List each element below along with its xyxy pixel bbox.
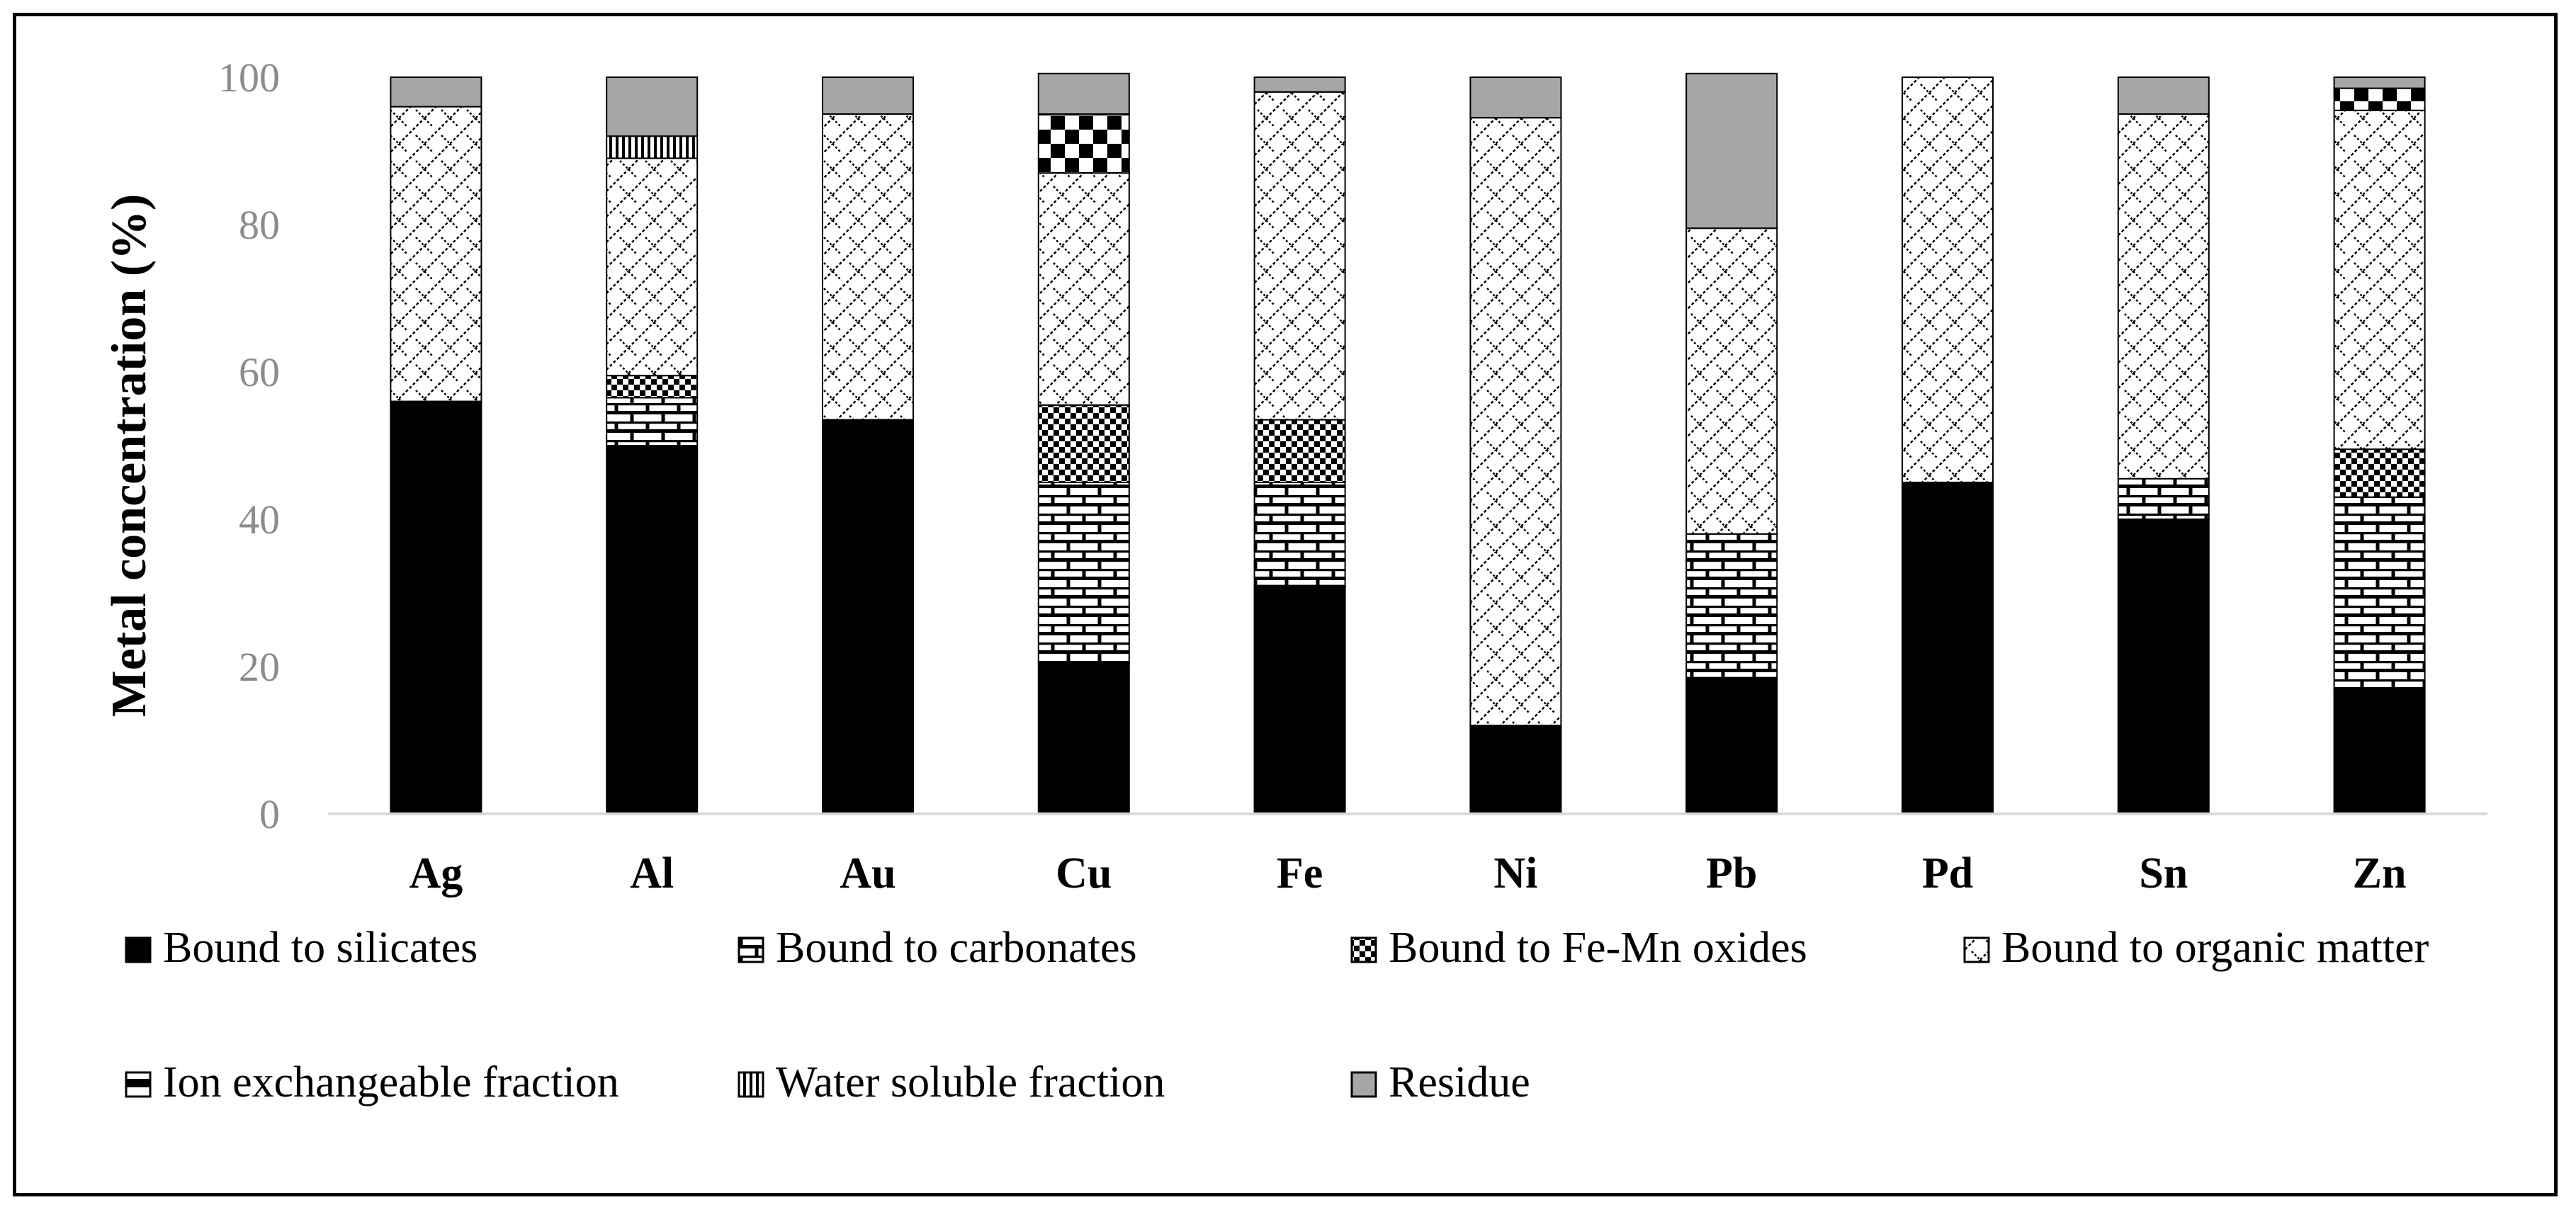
x-tick-label-pb: Pb: [1706, 849, 1757, 897]
bar-segment-cu-bound-to-silicates: [1037, 662, 1130, 815]
bar-segment-zn-bound-to-silicates: [2333, 688, 2426, 815]
bar-segment-pd-bound-to-organic-matter: [1901, 77, 1994, 483]
x-tick-label-al: Al: [630, 849, 674, 897]
y-axis-title: Metal concentration (%): [102, 194, 157, 718]
bar-segment-fe-bound-to-carbonates: [1253, 482, 1346, 587]
x-tick-label-ag: Ag: [409, 849, 463, 897]
legend-label-bound-to-carbonates: Bound to carbonates: [776, 924, 1137, 972]
bar-segment-pb-bound-to-carbonates: [1685, 533, 1778, 679]
bar-segment-pb-residue: [1685, 72, 1778, 230]
bar-segment-sn-bound-to-carbonates: [2117, 477, 2210, 520]
bar-segment-pb-bound-to-organic-matter: [1685, 227, 1778, 535]
legend-marker-bound-to-carbonates: [738, 936, 764, 963]
bar-segment-sn-bound-to-organic-matter: [2117, 113, 2210, 480]
y-axis: 0 20 40 60 80 100: [218, 55, 280, 837]
bar-segment-ni-bound-to-organic-matter: [1469, 117, 1562, 727]
x-tick-label-zn: Zn: [2353, 849, 2407, 897]
legend-marker-ion-exchangeable-fraction: [125, 1071, 152, 1098]
bar-segment-cu-bound-to-organic-matter: [1037, 172, 1130, 406]
stacked-bar-chart: 0 20 40 60 80 100 Ag Al Au Cu Fe Ni Pb Pd Sn Zn Metal …: [102, 55, 2487, 1106]
bar-segment-zn-residue: [2333, 77, 2426, 89]
legend-marker-bound-to-silicates: [125, 936, 152, 963]
bar-segment-cu-bound-to-fe-mn-oxides: [1037, 404, 1130, 483]
bar-segment-al-water-soluble-fraction: [606, 135, 699, 159]
y-tick-label-80: 80: [239, 202, 280, 248]
x-tick-label-sn: Sn: [2139, 849, 2188, 897]
bar-segment-ni-residue: [1469, 77, 1562, 119]
bar-segment-ag-bound-to-silicates: [390, 400, 482, 815]
x-tick-label-fe: Fe: [1277, 849, 1323, 897]
bar-segment-ag-residue: [390, 77, 482, 108]
x-tick-label-cu: Cu: [1056, 849, 1112, 897]
y-tick-label-100: 100: [218, 55, 280, 101]
bars: [390, 72, 2426, 815]
x-axis: Ag Al Au Cu Fe Ni Pb Pd Sn Zn: [328, 812, 2487, 897]
bar-segment-fe-bound-to-fe-mn-oxides: [1253, 419, 1346, 483]
legend-label-bound-to-silicates: Bound to silicates: [163, 924, 478, 972]
y-tick-label-60: 60: [239, 349, 280, 395]
bar-segment-zn-bound-to-carbonates: [2333, 496, 2426, 690]
bar-segment-al-residue: [606, 77, 699, 137]
bar-segment-zn-ion-exchangeable-fraction: [2333, 87, 2426, 111]
bar-segment-au-residue: [821, 77, 915, 115]
legend-label-residue: Residue: [1389, 1058, 1530, 1106]
y-tick-label-0: 0: [259, 791, 280, 837]
legend-marker-water-soluble-fraction: [738, 1071, 764, 1098]
bar-segment-ag-bound-to-organic-matter: [390, 106, 482, 402]
bar-segment-al-bound-to-silicates: [606, 445, 699, 815]
bar-segment-au-bound-to-organic-matter: [821, 113, 915, 421]
bar-segment-pb-bound-to-silicates: [1685, 676, 1778, 815]
bar-segment-sn-residue: [2117, 77, 2210, 115]
bar-segment-pd-bound-to-silicates: [1901, 482, 1994, 815]
bar-segment-zn-bound-to-organic-matter: [2333, 109, 2426, 451]
bar-segment-au-bound-to-silicates: [821, 419, 915, 815]
x-tick-label-ni: Ni: [1493, 849, 1537, 897]
bar-segment-al-bound-to-organic-matter: [606, 157, 699, 377]
bar-segment-fe-bound-to-organic-matter: [1253, 91, 1346, 421]
bar-segment-cu-residue: [1037, 72, 1130, 115]
legend-label-bound-to-fe-mn-oxides: Bound to Fe-Mn oxides: [1389, 924, 1807, 972]
x-tick-label-pd: Pd: [1922, 849, 1973, 897]
bar-segment-zn-bound-to-fe-mn-oxides: [2333, 448, 2426, 498]
bar-segment-al-bound-to-carbonates: [606, 397, 699, 447]
x-tick-label-au: Au: [840, 849, 896, 897]
legend-marker-bound-to-organic-matter: [1963, 936, 1990, 963]
bar-segment-fe-residue: [1253, 77, 1346, 93]
chart-frame: 0 20 40 60 80 100 Ag Al Au Cu Fe Ni Pb Pd Sn Zn Metal …: [13, 13, 2558, 1196]
bar-segment-ni-bound-to-silicates: [1469, 725, 1562, 815]
bar-segment-al-bound-to-fe-mn-oxides: [606, 375, 699, 399]
legend-marker-residue: [1350, 1071, 1377, 1098]
legend-label-ion-exchangeable-fraction: Ion exchangeable fraction: [163, 1058, 619, 1106]
y-tick-label-40: 40: [239, 497, 280, 543]
y-tick-label-20: 20: [239, 644, 280, 690]
bar-segment-fe-bound-to-silicates: [1253, 584, 1346, 815]
bar-segment-cu-bound-to-carbonates: [1037, 482, 1130, 664]
bar-segment-sn-bound-to-silicates: [2117, 519, 2210, 815]
legend-label-water-soluble-fraction: Water soluble fraction: [776, 1058, 1165, 1106]
bar-segment-cu-ion-exchangeable-fraction: [1037, 113, 1130, 174]
legend: Bound to silicates Bound to carbonates Bou…: [125, 924, 2429, 1106]
legend-label-bound-to-organic-matter: Bound to organic matter: [2001, 924, 2429, 972]
legend-marker-bound-to-fe-mn-oxides: [1350, 936, 1377, 963]
